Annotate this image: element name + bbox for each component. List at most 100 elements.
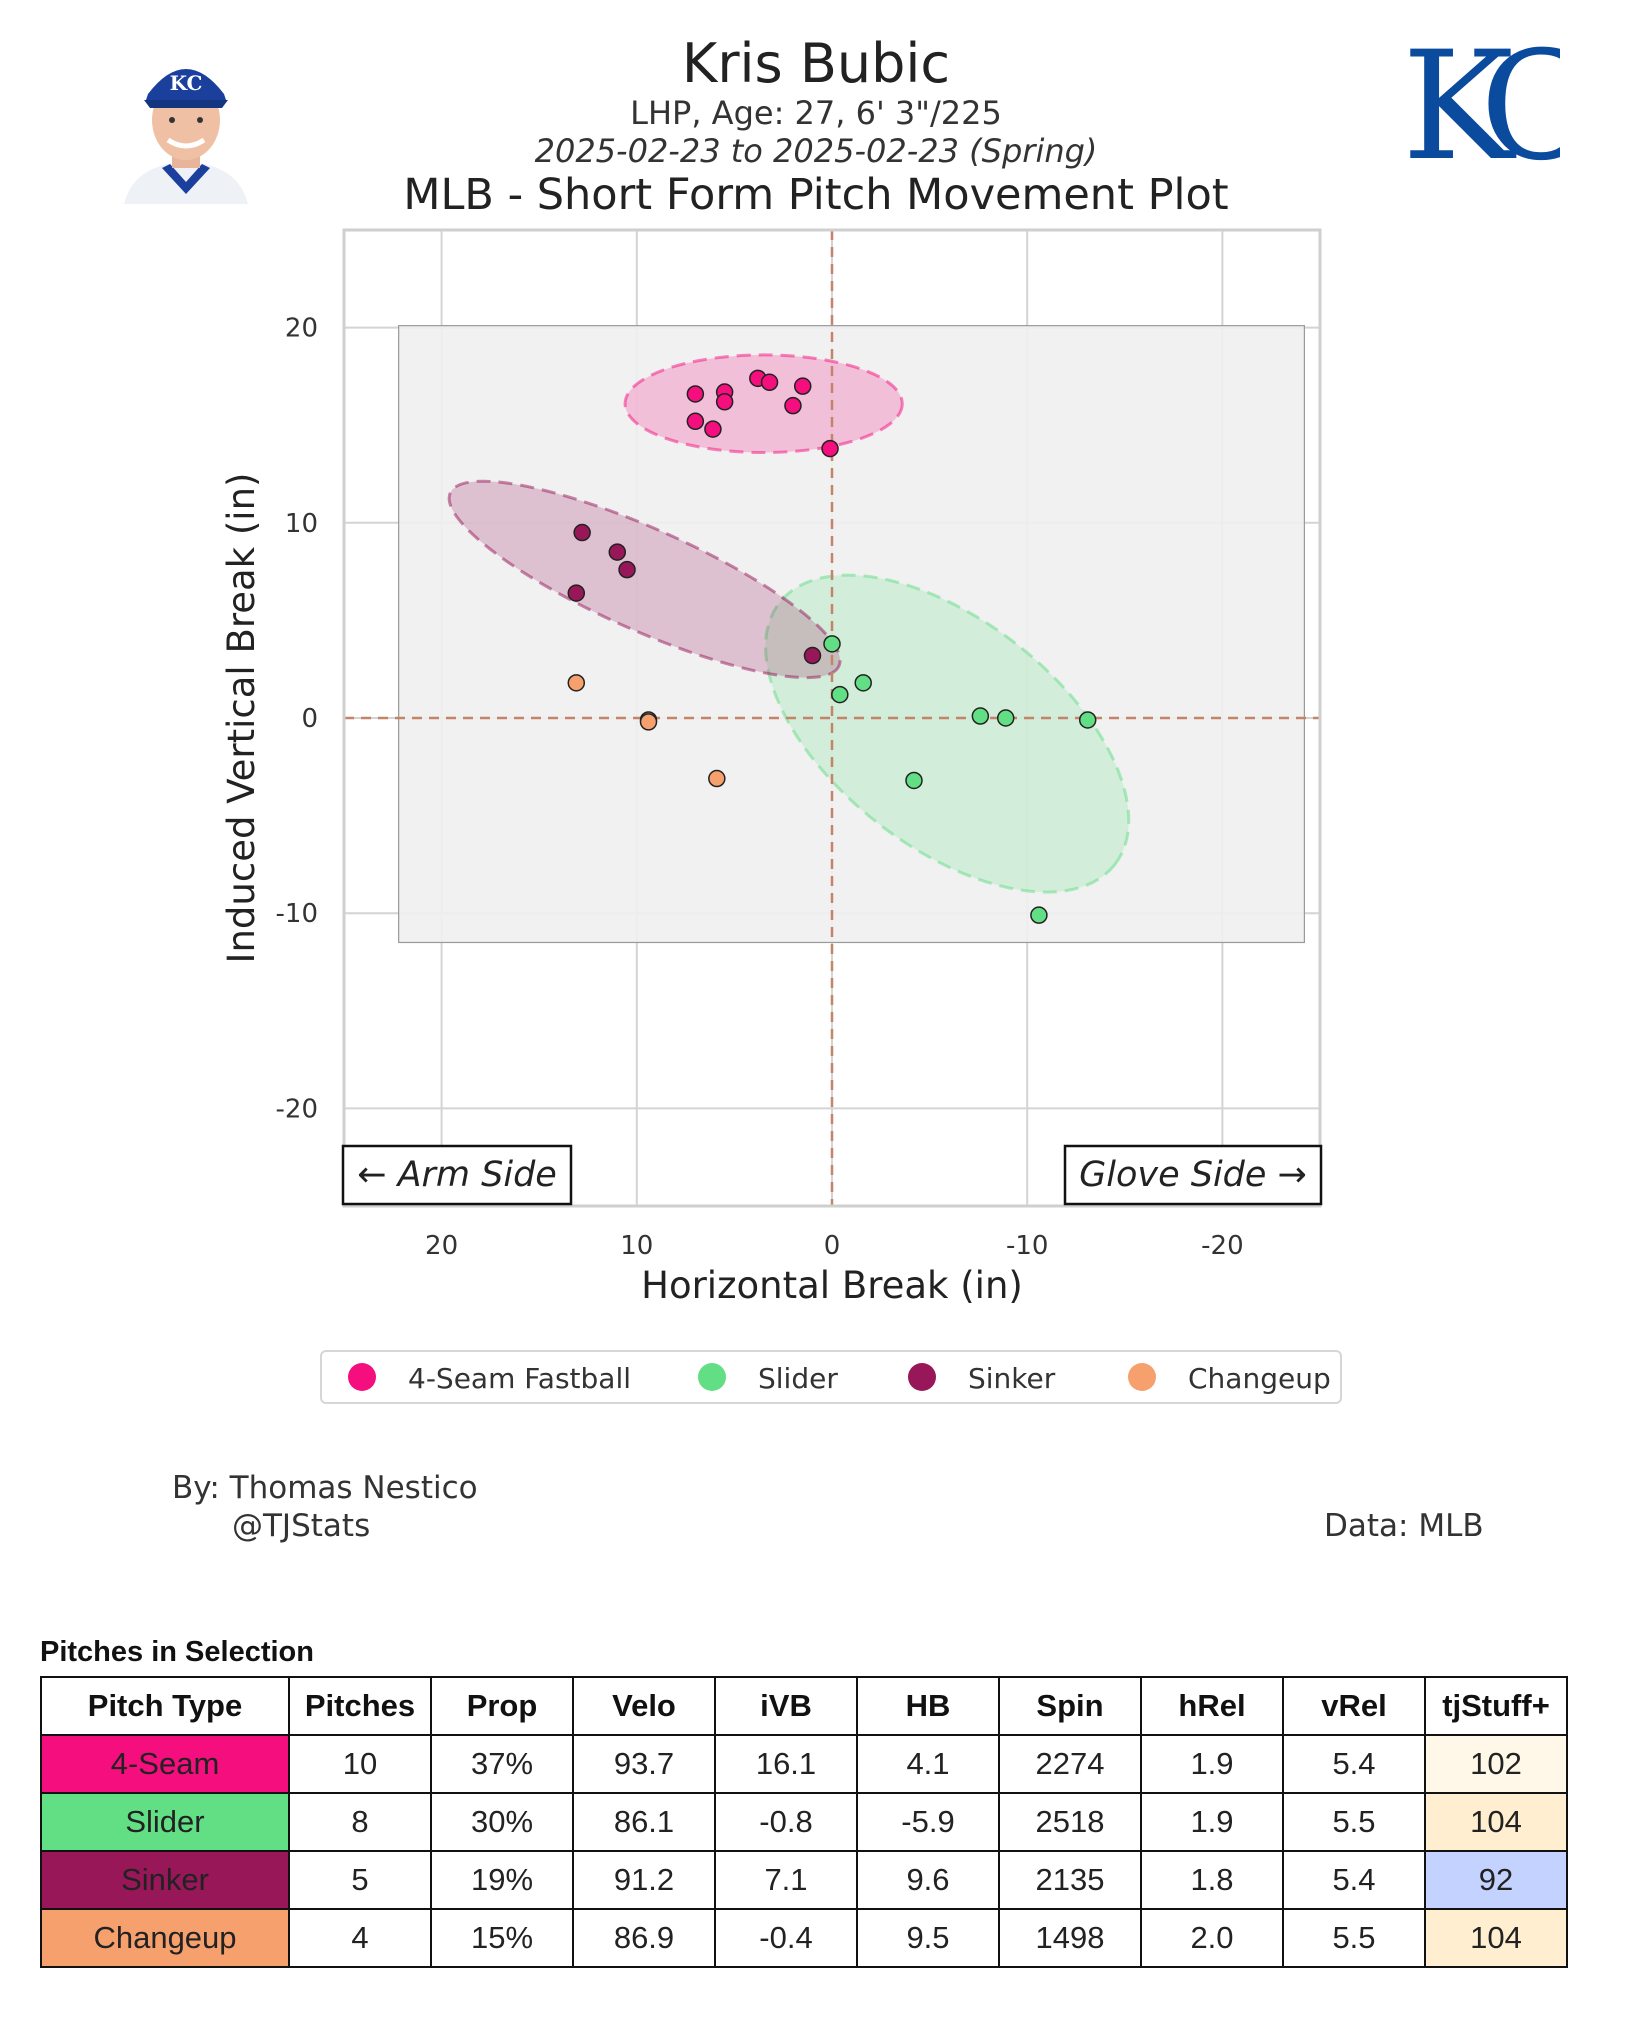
confidence-ellipse bbox=[447, 479, 842, 680]
col-header: vRel bbox=[1282, 1676, 1426, 1736]
pitch-point bbox=[686, 385, 705, 403]
pitch-point bbox=[854, 674, 872, 692]
table-row: 4-Seam 10 37% 93.7 16.1 4.1 2274 1.9 5.4 102 bbox=[40, 1734, 1568, 1794]
table-title: Pitches in Selection bbox=[40, 1636, 314, 1668]
tick-layer: 20 10 0 -10 -20 20 10 0 -10 -20 bbox=[276, 314, 1244, 1261]
arm-side-label: ← Arm Side bbox=[357, 1155, 557, 1195]
cell-hrel: 1.8 bbox=[1140, 1850, 1284, 1910]
cell-ivb: 16.1 bbox=[714, 1734, 858, 1794]
cell-hrel: 2.0 bbox=[1140, 1908, 1284, 1968]
zone-layer bbox=[398, 325, 1305, 944]
arm-side-box: ← Arm Side bbox=[341, 1144, 573, 1206]
cell-spin: 2518 bbox=[998, 1792, 1142, 1852]
table-header-row: Pitch Type Pitches Prop Velo iVB HB Spin… bbox=[40, 1676, 1568, 1736]
cell-pitches: 10 bbox=[288, 1734, 432, 1794]
plot-frame bbox=[342, 228, 1322, 1208]
pitch-point bbox=[760, 373, 779, 392]
pitch-point bbox=[996, 709, 1015, 727]
y-tick-label: 10 bbox=[285, 509, 318, 539]
confidence-ellipse bbox=[764, 573, 1131, 894]
pitch-point bbox=[567, 674, 586, 692]
cell-stuff: 104 bbox=[1424, 1792, 1568, 1852]
cell-hrel: 1.9 bbox=[1140, 1792, 1284, 1852]
pitch-point bbox=[567, 584, 586, 602]
svg-text:KC: KC bbox=[170, 71, 203, 95]
confidence-ellipse bbox=[623, 353, 904, 455]
col-header: HB bbox=[856, 1676, 1000, 1736]
cell-ivb: -0.8 bbox=[714, 1792, 858, 1852]
y-tick-label: -10 bbox=[276, 899, 318, 929]
pitch-point bbox=[704, 420, 722, 438]
cell-hb: 4.1 bbox=[856, 1734, 1000, 1794]
legend-label: Sinker bbox=[968, 1362, 1056, 1395]
pitch-point bbox=[823, 635, 841, 653]
team-logo: KC bbox=[1402, 40, 1560, 194]
pitch-type-cell: Changeup bbox=[40, 1908, 290, 1968]
legend-dot bbox=[698, 1363, 726, 1391]
plot-title: MLB - Short Form Pitch Movement Plot bbox=[403, 170, 1229, 220]
legend-item-changeup: Changeup bbox=[1128, 1362, 1331, 1395]
pitch-table: Pitch Type Pitches Prop Velo iVB HB Spin… bbox=[40, 1676, 1568, 1968]
legend-item-slider: Slider bbox=[698, 1362, 838, 1395]
cell-vrel: 5.4 bbox=[1282, 1734, 1426, 1794]
col-header: Spin bbox=[998, 1676, 1142, 1736]
pitch-point bbox=[639, 713, 658, 731]
cell-prop: 30% bbox=[430, 1792, 574, 1852]
zone-box bbox=[398, 325, 1305, 944]
cell-velo: 86.9 bbox=[572, 1908, 716, 1968]
pitch-point bbox=[708, 769, 726, 788]
y-tick-label: 20 bbox=[285, 314, 318, 344]
pitch-point bbox=[618, 560, 636, 579]
col-header: Pitches bbox=[288, 1676, 432, 1736]
cell-pitches: 4 bbox=[288, 1908, 432, 1968]
cell-pitches: 8 bbox=[288, 1792, 432, 1852]
pitch-point bbox=[784, 396, 802, 415]
legend-dot bbox=[908, 1363, 936, 1391]
table-row: Changeup 4 15% 86.9 -0.4 9.5 1498 2.0 5.5 104 bbox=[40, 1908, 1568, 1968]
x-tick-label: 0 bbox=[824, 1231, 841, 1261]
cell-prop: 15% bbox=[430, 1908, 574, 1968]
x-tick-label: -20 bbox=[1201, 1231, 1243, 1261]
cell-vrel: 5.4 bbox=[1282, 1850, 1426, 1910]
crosshair-layer bbox=[344, 230, 1320, 1206]
credit-handle: @TJStats bbox=[232, 1508, 371, 1544]
cell-hrel: 1.9 bbox=[1140, 1734, 1284, 1794]
col-header: Prop bbox=[430, 1676, 574, 1736]
cap-logo: KC bbox=[170, 71, 203, 95]
y-tick-label: -20 bbox=[276, 1094, 318, 1124]
svg-text:KC: KC bbox=[1402, 40, 1560, 194]
cell-spin: 2135 bbox=[998, 1850, 1142, 1910]
cell-pitches: 5 bbox=[288, 1850, 432, 1910]
player-name: Kris Bubic bbox=[681, 32, 951, 95]
cell-velo: 91.2 bbox=[572, 1850, 716, 1910]
cell-hb: 9.5 bbox=[856, 1908, 1000, 1968]
cell-spin: 2274 bbox=[998, 1734, 1142, 1794]
col-header: iVB bbox=[714, 1676, 858, 1736]
point-layer bbox=[567, 369, 1097, 924]
cell-spin: 1498 bbox=[998, 1908, 1142, 1968]
legend-label: 4-Seam Fastball bbox=[408, 1362, 631, 1395]
pitch-point bbox=[686, 412, 705, 431]
x-tick-label: 10 bbox=[620, 1231, 653, 1261]
cell-vrel: 5.5 bbox=[1282, 1792, 1426, 1852]
col-header: Velo bbox=[572, 1676, 716, 1736]
y-axis-label: Induced Vertical Break (in) bbox=[220, 473, 263, 964]
pitch-point bbox=[1078, 711, 1097, 729]
pitch-point bbox=[608, 543, 627, 561]
pitch-point bbox=[831, 685, 849, 704]
pitch-point bbox=[971, 707, 990, 725]
legend-label: Changeup bbox=[1188, 1362, 1331, 1395]
legend-svg: 4-Seam Fastball Slider Sinker Changeup bbox=[348, 1362, 1331, 1395]
table-row: Sinker 5 19% 91.2 7.1 9.6 2135 1.8 5.4 92 bbox=[40, 1850, 1568, 1910]
player-headshot: KC bbox=[104, 44, 268, 204]
glove-side-box: Glove Side → bbox=[1063, 1144, 1323, 1206]
legend-item-four-seam: 4-Seam Fastball bbox=[348, 1362, 631, 1395]
credit-author: By: Thomas Nestico bbox=[172, 1470, 478, 1506]
pitch-point bbox=[803, 646, 822, 665]
cell-velo: 86.1 bbox=[572, 1792, 716, 1852]
legend-label: Slider bbox=[758, 1362, 838, 1395]
x-tick-label: -10 bbox=[1006, 1231, 1048, 1261]
col-header: hRel bbox=[1140, 1676, 1284, 1736]
x-axis-label: Horizontal Break (in) bbox=[641, 1264, 1023, 1307]
pitch-point bbox=[1030, 906, 1048, 924]
